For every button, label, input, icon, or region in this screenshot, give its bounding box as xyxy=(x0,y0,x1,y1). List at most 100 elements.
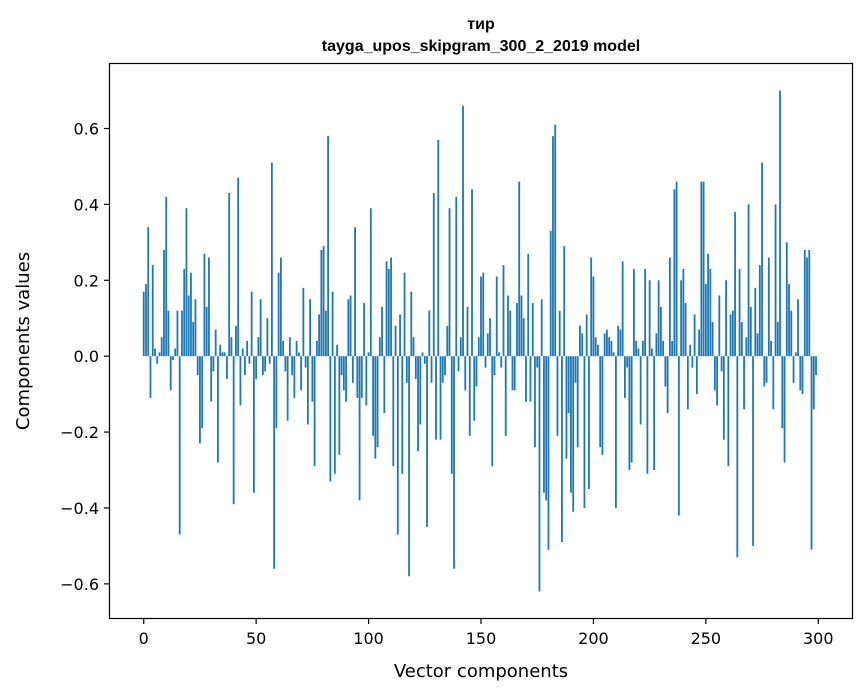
bar xyxy=(315,341,318,357)
bar xyxy=(709,268,712,357)
bar xyxy=(552,136,554,357)
y-tick-label: −0.6 xyxy=(60,575,99,594)
bar xyxy=(327,136,330,357)
bar xyxy=(277,272,280,357)
bar xyxy=(536,356,539,368)
bar xyxy=(583,356,586,508)
bar xyxy=(682,268,685,357)
bar xyxy=(403,272,406,357)
bar xyxy=(158,352,161,357)
x-axis-ticks: 0 50 100 150 200 250 300 xyxy=(139,618,834,648)
bar-series xyxy=(142,90,817,592)
bar xyxy=(172,356,174,360)
bar xyxy=(340,356,343,376)
bar xyxy=(657,280,660,357)
bar xyxy=(441,356,444,383)
bar xyxy=(504,356,507,436)
bar xyxy=(275,356,278,429)
bar xyxy=(581,333,584,357)
bar xyxy=(666,356,669,414)
bar xyxy=(639,356,642,425)
bar xyxy=(756,333,759,357)
x-tick-label: 100 xyxy=(353,629,384,648)
bar xyxy=(619,329,622,357)
bar xyxy=(154,348,156,357)
bar xyxy=(597,344,599,357)
bar xyxy=(270,162,273,357)
bar xyxy=(574,356,577,383)
bar xyxy=(430,356,433,383)
bar xyxy=(221,352,224,357)
bar xyxy=(808,249,811,357)
bar xyxy=(567,356,570,414)
bar xyxy=(518,181,521,357)
bar xyxy=(711,322,714,357)
bar xyxy=(345,356,347,402)
bar xyxy=(369,208,372,357)
bar xyxy=(264,356,267,372)
bar xyxy=(203,253,206,357)
bar xyxy=(318,314,321,357)
bar xyxy=(190,272,192,357)
bar xyxy=(210,356,213,402)
bar xyxy=(675,181,678,357)
bar xyxy=(686,356,689,410)
bar xyxy=(250,291,253,357)
bar xyxy=(810,356,813,550)
bar xyxy=(151,265,154,357)
bar xyxy=(538,356,541,592)
bar xyxy=(439,356,442,440)
bar xyxy=(806,257,808,357)
bar xyxy=(473,356,476,421)
bar xyxy=(680,280,683,357)
bar xyxy=(156,356,159,364)
bar xyxy=(444,356,446,376)
bar xyxy=(502,265,505,357)
bar xyxy=(455,196,458,357)
bar xyxy=(641,341,644,357)
y-tick-label: −0.2 xyxy=(60,423,99,442)
bar xyxy=(749,306,752,357)
bar xyxy=(603,333,606,357)
bar xyxy=(617,325,620,357)
y-tick-label: 0.0 xyxy=(74,347,99,366)
bar xyxy=(516,303,518,357)
bar xyxy=(201,356,204,429)
bar xyxy=(774,204,777,357)
bar xyxy=(192,322,195,357)
bar xyxy=(702,181,705,357)
bar xyxy=(363,303,365,357)
bar xyxy=(713,356,716,391)
bar xyxy=(763,356,766,387)
y-axis-label: Components values xyxy=(13,252,34,430)
bar xyxy=(304,356,307,368)
bar xyxy=(480,276,482,357)
bar xyxy=(266,318,269,357)
bar xyxy=(540,299,543,357)
bar xyxy=(507,295,509,357)
bar xyxy=(752,356,754,546)
bar xyxy=(165,196,168,357)
bar xyxy=(673,189,676,357)
bar xyxy=(381,306,383,357)
bar xyxy=(543,356,545,493)
bar xyxy=(693,314,696,357)
bar xyxy=(475,356,478,387)
bar xyxy=(163,249,165,357)
bar xyxy=(378,337,381,357)
bar xyxy=(648,280,651,357)
bar xyxy=(664,356,667,387)
bar xyxy=(626,356,629,368)
bar xyxy=(432,193,435,357)
bar xyxy=(812,356,815,410)
bar xyxy=(797,299,799,357)
bar xyxy=(302,287,305,357)
bar xyxy=(610,341,613,357)
bar xyxy=(194,299,197,357)
bar xyxy=(486,333,489,357)
bar xyxy=(572,356,575,512)
bar xyxy=(336,344,338,357)
bar xyxy=(149,356,152,398)
bar xyxy=(288,337,291,357)
